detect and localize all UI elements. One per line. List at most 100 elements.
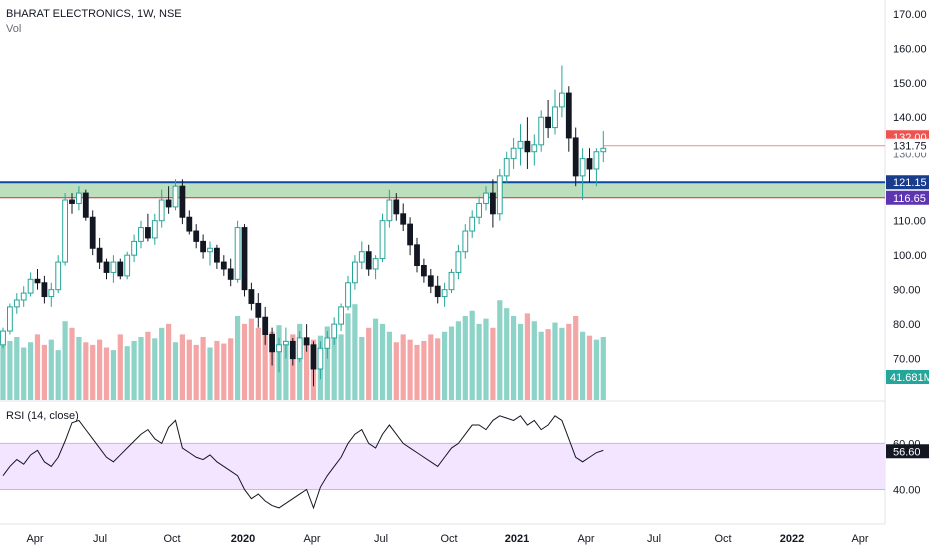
candle-body	[421, 265, 427, 277]
volume-bar	[448, 326, 455, 400]
candle-body	[55, 261, 62, 291]
candle-body	[386, 199, 393, 222]
candle-body	[207, 247, 213, 253]
candle-body	[41, 282, 48, 298]
rsi-marker-text: 56.60	[893, 446, 921, 458]
volume-bar	[573, 316, 579, 400]
candle-body	[48, 289, 55, 298]
candle-body	[131, 240, 137, 256]
candle-body	[559, 92, 565, 108]
time-axis-label: Oct	[714, 533, 731, 545]
volume-bar	[214, 340, 220, 400]
time-axis-label: Apr	[577, 533, 594, 545]
candle-body	[96, 247, 103, 263]
candle-body	[62, 199, 69, 263]
candle-body	[165, 199, 172, 208]
candle-body	[82, 192, 89, 218]
candle-body	[393, 199, 400, 215]
candle-body	[469, 216, 476, 232]
time-axis-label: 2021	[505, 533, 529, 545]
volume-bar	[366, 327, 372, 400]
candle-body	[193, 230, 200, 242]
candle-body	[372, 258, 379, 270]
volume-bar	[331, 330, 337, 400]
rsi-marker	[886, 444, 929, 459]
support-zone	[0, 182, 885, 198]
volume-bar	[497, 300, 503, 400]
volume-bar	[393, 342, 399, 400]
volume-bar	[172, 342, 179, 400]
volume-bar	[580, 331, 586, 400]
candle-body	[414, 244, 420, 267]
candle-body	[538, 116, 545, 146]
volume-bar	[241, 323, 248, 400]
candle-body	[7, 306, 13, 332]
time-axis-label: 2020	[231, 533, 255, 545]
volume-bar	[7, 340, 13, 400]
candle-body	[20, 292, 27, 301]
volume-bar	[235, 316, 241, 400]
volume-bar	[559, 327, 565, 400]
volume-bar	[545, 329, 551, 400]
price-axis-label: 150.00	[893, 78, 927, 90]
candle-body	[117, 261, 124, 277]
volume-bar	[166, 323, 172, 400]
candle-body	[151, 220, 158, 239]
candle-body	[345, 282, 351, 308]
volume-bar	[200, 337, 206, 400]
volume-bar	[517, 323, 524, 400]
candle-body	[531, 144, 538, 153]
candle-body	[490, 192, 496, 215]
volume-bar	[117, 334, 123, 400]
candle-body	[545, 116, 552, 129]
volume-bar	[41, 344, 47, 400]
volume-bar	[407, 339, 413, 400]
time-axis-label: Apr	[303, 533, 320, 545]
candle-body	[76, 192, 82, 204]
candle-body	[283, 340, 289, 346]
volume-bar	[110, 350, 116, 400]
volume-marker-text: 41.681M	[890, 372, 932, 384]
candle-body	[496, 175, 503, 215]
volume-marker	[886, 370, 929, 384]
candle-body	[145, 227, 151, 239]
candle-body	[303, 337, 310, 346]
candle-body	[365, 251, 372, 270]
time-axis-label: Oct	[163, 533, 180, 545]
volume-bar	[221, 343, 227, 400]
candle-body	[317, 347, 324, 370]
candle-body	[262, 316, 269, 335]
volume-bar	[76, 337, 82, 400]
volume-bar	[193, 344, 199, 400]
volume-bar	[83, 342, 89, 400]
candle-body	[34, 278, 41, 284]
candle-body	[579, 158, 586, 177]
volume-bar	[28, 342, 34, 400]
volume-bar	[14, 337, 20, 400]
volume-bar	[97, 339, 103, 400]
volume-bar	[262, 321, 268, 400]
candle-body	[427, 275, 434, 287]
volume-bar	[0, 331, 6, 400]
price-marker-blue-text: 121.15	[893, 177, 927, 189]
candle-body	[352, 261, 358, 284]
volume-bar	[207, 347, 213, 400]
candle-body	[483, 192, 489, 204]
candle-body	[296, 337, 303, 360]
rsi-band	[0, 443, 885, 490]
candle-body	[227, 268, 234, 280]
volume-bar	[103, 347, 110, 400]
candle-body	[124, 254, 131, 277]
volume-bar	[586, 335, 593, 400]
candle-body	[593, 151, 600, 170]
candle-body	[179, 185, 186, 218]
candle-body	[27, 278, 34, 294]
volume-bar	[552, 322, 558, 400]
volume-bar	[359, 337, 365, 400]
time-axis-label: Jul	[93, 533, 107, 545]
volume-bar	[414, 344, 420, 400]
time-axis-label: Jul	[647, 533, 661, 545]
candle-body	[248, 289, 255, 304]
volume-bar	[483, 318, 489, 400]
